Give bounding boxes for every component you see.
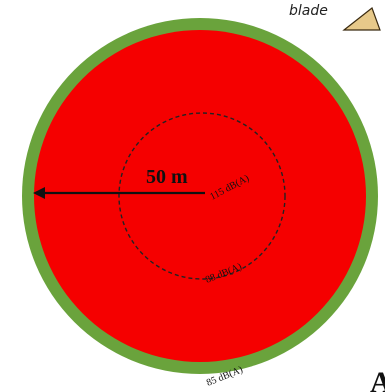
radius-arrow [33, 187, 205, 199]
main-noise-zone [34, 30, 366, 362]
blade-label: blade [289, 3, 328, 19]
inner-dashed-circle [118, 112, 286, 280]
blade-shape [342, 7, 381, 31]
radius-label: 50 m [146, 166, 188, 188]
partial-glyph: A [370, 366, 385, 392]
